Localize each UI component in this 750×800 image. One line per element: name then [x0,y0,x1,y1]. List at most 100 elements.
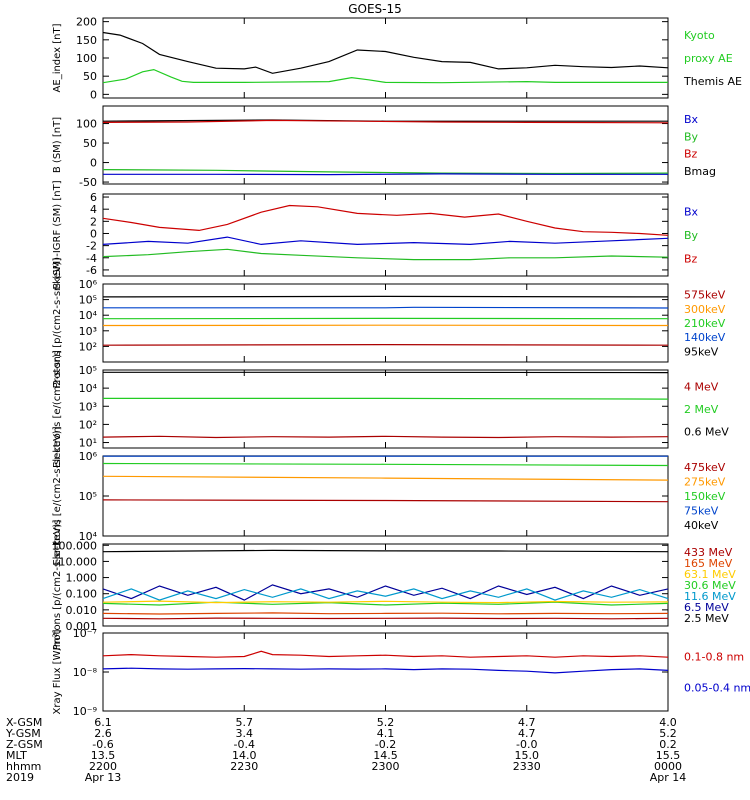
panel-frame [102,455,669,537]
series-line [102,667,669,674]
ephemeris-value: -0.2 [375,738,396,751]
panel-frame [102,283,669,363]
y-tick-label: 0 [90,88,97,101]
legend-entry: Bmag [684,165,716,178]
y-tick-label: 2 [90,215,97,228]
ephemeris-value: 0.2 [659,738,677,751]
panel-1: 200 150 100 50 0 AE_index [nT] Kyoto proxy AE Th… [52,16,742,102]
y-tick-label: 10⁵ [79,490,97,503]
ephemeris-row-label: 2019 [6,771,34,784]
ephemeris-value: Apr 14 [650,771,687,784]
y-tick-label: 10³ [79,325,97,338]
y-tick-label: 10² [79,340,97,353]
y-axis-label: B (SM)-IGRF (SM) [nT] [52,180,63,289]
y-tick-label: 10⁴ [79,530,98,543]
legend-entry: 150keV [684,490,726,503]
legend-entry: 0.05-0.4 nm [684,682,750,695]
y-tick-label: -4 [86,252,97,265]
ephemeris-value: 2.6 [94,727,112,740]
panel-frame [102,632,669,712]
y-tick-label: 10⁻⁸ [73,666,98,679]
legend-entry: 475keV [684,461,726,474]
ephemeris-value: 4.7 [518,716,536,729]
series-line [102,169,669,175]
ephemeris-value: 14.0 [232,749,257,762]
series-line [102,601,669,606]
y-tick-label: 50 [83,137,97,150]
ephemeris-value: -0.0 [516,738,537,751]
y-tick-label: 10⁶ [79,278,98,291]
y-tick-label: 0 [90,157,97,170]
series-line [103,173,668,176]
ephemeris-value: 15.0 [515,749,540,762]
panel-4: 10⁶ 10⁵ 10⁴ 10³ 10² Protons [p/(cm2-s-sr-keV)… [52,258,726,389]
y-tick-label: 50 [83,70,97,83]
ephemeris-row-label: Z-GSM [6,738,43,751]
series-line [102,435,669,439]
series-line [102,31,669,74]
legend-entry: 140keV [684,331,726,344]
series-line [102,612,669,615]
series-line [102,650,669,658]
legend-entry: 40keV [684,519,719,532]
ephemeris-row-label: hhmm [6,760,41,773]
y-axis-label: AE_index [nT] [52,23,63,92]
series-line [102,248,669,261]
series-line [102,236,669,246]
legend-entry: 4 MeV [684,381,719,394]
series-line [103,306,669,309]
y-tick-label: 10⁵ [79,364,97,377]
panel-7: 100.000 10.000 1.000 0.100 0.010 0.001Protons… [52,520,737,651]
y-axis-label: Electrons [e/(cm2-s-sr-keV)] [52,426,63,565]
ephemeris-value: 5.2 [659,727,677,740]
ephemeris-value: 0000 [654,760,682,773]
y-tick-label: 100.000 [52,539,98,552]
y-tick-label: 10⁻⁹ [73,705,97,718]
y-tick-label: 0.001 [66,620,98,633]
ephemeris-value: 2200 [89,760,117,773]
panel-5: 10⁵ 10⁴ 10³ 10² 10¹ Electrons [e/(cm2-s-sr)] 4… [52,350,729,468]
ephemeris-value: -0.4 [234,738,255,751]
y-tick-label: 10⁶ [79,450,98,463]
ephemeris-value: Apr 13 [85,771,122,784]
panel-6: 10⁶ 10⁵ 10⁴ Electrons [e/(cm2-s-sr-keV)] 475… [52,426,726,565]
legend-entry: 95keV [684,345,719,358]
y-tick-label: 10⁵ [79,294,97,307]
panel-frame [102,17,669,99]
legend-entry: 433 MeV [684,546,733,559]
y-tick-label: 1.000 [66,572,98,585]
ephemeris-row-label: MLT [6,749,27,762]
y-tick-label: -6 [86,264,97,277]
y-tick-label: 10⁻⁷ [73,627,97,640]
ephemeris-row-label: Y-GSM [5,727,41,740]
ephemeris-row-label: X-GSM [6,716,42,729]
series-line [102,462,669,467]
y-axis-label: Protons [p/(cm2-s-sr-keV)] [52,520,63,651]
legend-entry: 0.6 MeV [684,425,729,438]
ephemeris-value: 14.5 [373,749,398,762]
legend-entry: 210keV [684,317,726,330]
legend-entry: 2.5 MeV [684,612,729,625]
ephemeris-value: 15.5 [656,749,681,762]
ephemeris-value: 5.2 [377,716,395,729]
y-tick-label: -2 [86,240,97,253]
y-tick-label: 100 [76,118,97,131]
y-tick-label: 6 [90,191,97,204]
legend-entry: 300keV [684,303,726,316]
series-line [102,588,669,601]
ephemeris-value: 4.7 [518,727,536,740]
series-line [102,344,669,346]
series-line [103,397,669,400]
series-line [102,584,669,601]
legend-entry: Bx [684,206,699,219]
legend-entry: 63.1 MeV [684,568,736,581]
legend-entry: 0.1-0.8 nm [684,650,744,663]
legend-entry: 2 MeV [684,403,719,416]
series-line [102,617,669,620]
legend-entry: 275keV [684,475,726,488]
ephemeris-value: 2230 [230,760,258,773]
y-tick-label: 4 [90,203,97,216]
